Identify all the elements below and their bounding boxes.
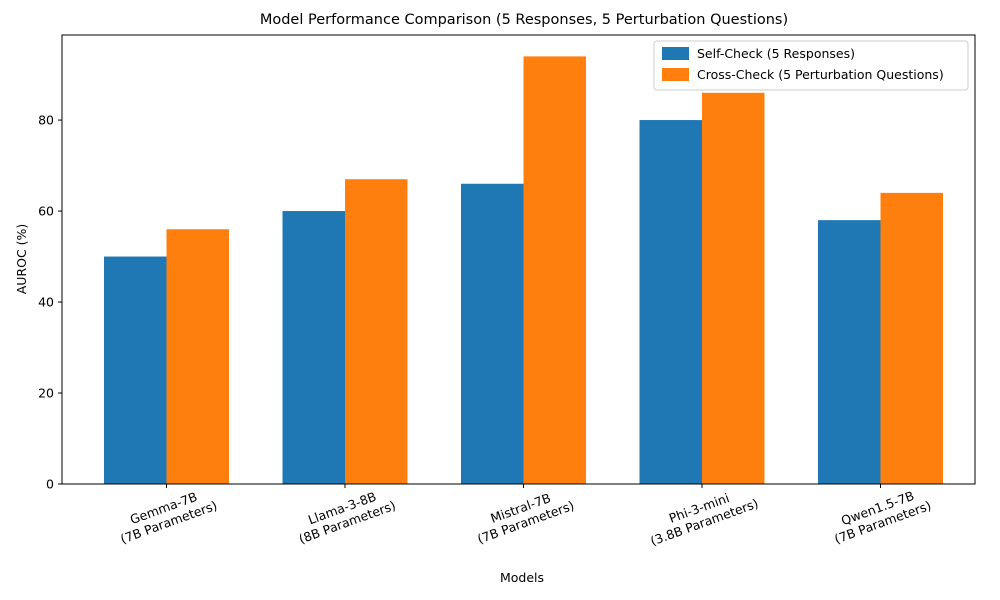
x-axis-label: Models <box>500 570 544 585</box>
y-axis-ticks: 0 20 40 60 80 <box>38 113 62 492</box>
bar-cross-check-4 <box>880 192 943 485</box>
bar-self-check-2 <box>461 183 524 484</box>
x-tick-label: Phi-3-mini(3.8B Parameters) <box>643 482 760 549</box>
bars-group <box>104 56 943 485</box>
legend-label-cross-check: Cross-Check (5 Perturbation Questions) <box>697 67 944 82</box>
x-tick-label: Llama-3-8B(8B Parameters) <box>292 484 398 547</box>
x-axis-ticks: Gemma-7B(7B Parameters) Llama-3-8B(8B Par… <box>113 482 933 549</box>
legend-box <box>653 40 969 91</box>
plot-frame <box>61 34 976 485</box>
y-tick-label: 0 <box>46 477 54 492</box>
bar-cross-check-2 <box>523 56 586 484</box>
bar-self-check-3 <box>639 120 702 484</box>
bar-self-check-1 <box>282 211 345 484</box>
legend: Self-Check (5 Responses) Cross-Check (5 … <box>653 40 969 91</box>
chart-title: Model Performance Comparison (5 Response… <box>260 12 788 28</box>
y-tick-label: 40 <box>38 295 54 310</box>
y-tick-label: 60 <box>38 204 54 219</box>
bar-cross-check-3 <box>702 92 765 485</box>
x-tick-label: Gemma-7B(7B Parameters) <box>113 484 219 547</box>
legend-label-self-check: Self-Check (5 Responses) <box>697 46 855 61</box>
y-axis-label: AUROC (%) <box>14 224 29 295</box>
legend-swatch-cross-check <box>662 68 689 81</box>
x-tick-label: Mistral-7B(7B Parameters) <box>470 484 576 547</box>
y-tick-label: 80 <box>38 113 54 128</box>
bar-self-check-0 <box>104 256 167 484</box>
legend-swatch-self-check <box>662 47 689 60</box>
x-tick-label: Qwen1.5-7B(7B Parameters) <box>827 484 933 547</box>
bar-cross-check-1 <box>345 179 408 484</box>
bar-cross-check-0 <box>166 229 229 484</box>
y-tick-label: 20 <box>38 386 54 401</box>
bar-self-check-4 <box>818 220 881 484</box>
